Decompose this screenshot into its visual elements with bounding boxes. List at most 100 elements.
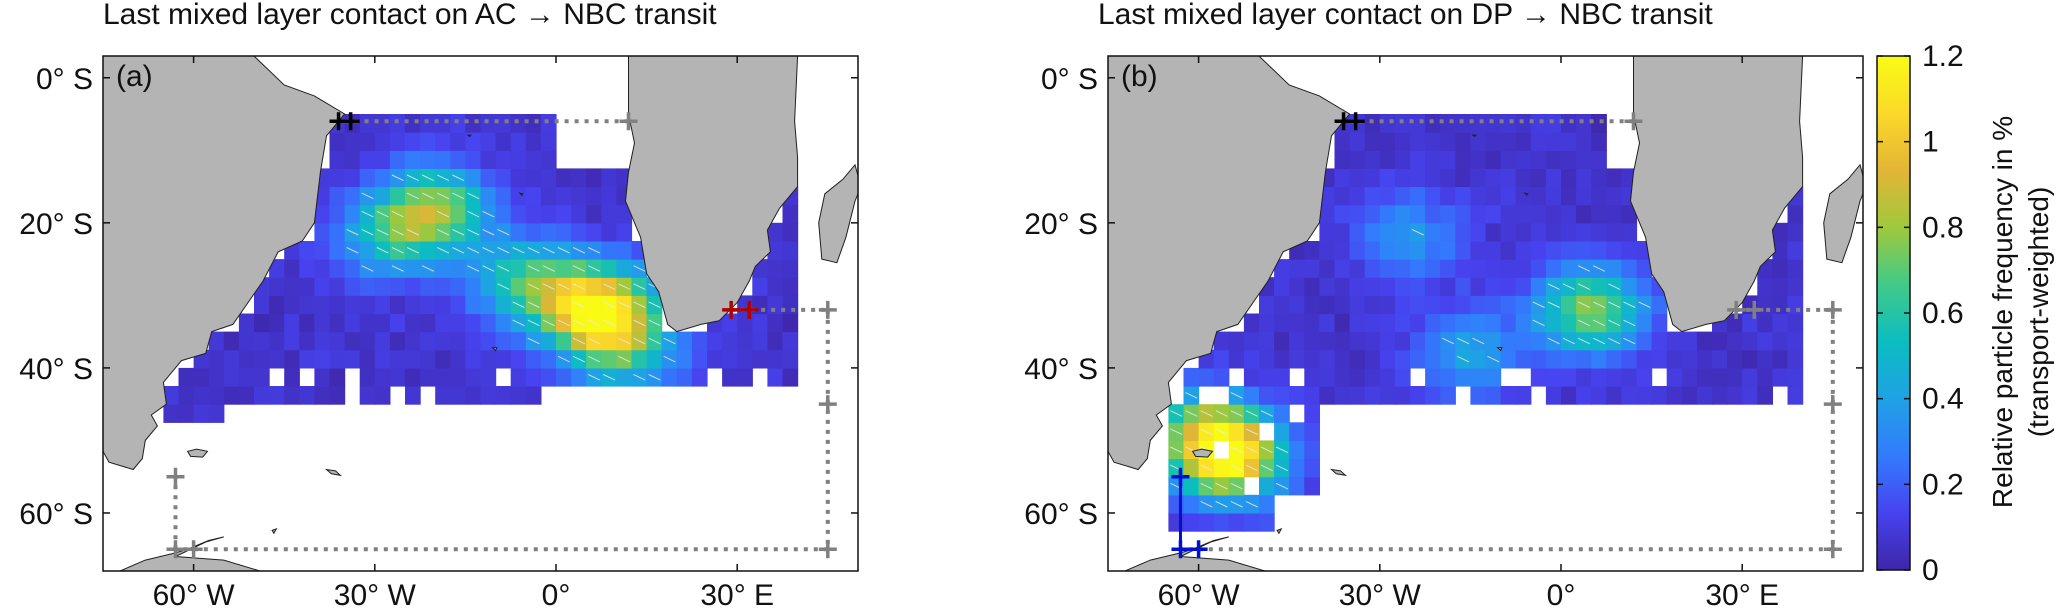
heatmap-cell	[586, 204, 602, 224]
heatmap-cell	[510, 168, 527, 188]
heatmap-cell	[465, 168, 482, 188]
heatmap-cell	[1394, 204, 1411, 224]
heatmap-cell	[1681, 349, 1698, 369]
panel-a-hatching	[346, 174, 676, 381]
heatmap-cell	[1515, 331, 1532, 351]
heatmap-cell	[1349, 349, 1366, 369]
heatmap-cell	[208, 349, 225, 369]
heatmap-cell	[782, 331, 799, 351]
heatmap-cell	[359, 295, 376, 315]
heatmap-cell	[1334, 186, 1351, 206]
heatmap-cell	[359, 277, 376, 296]
heatmap-cell	[1455, 150, 1471, 169]
heatmap-cell	[510, 150, 527, 169]
hatch-mark	[603, 301, 616, 308]
colorbar-label-line2: (transport-weighted)	[2023, 187, 2054, 438]
x-tick-label: 0°	[1547, 579, 1576, 612]
heatmap-cell	[314, 241, 331, 260]
heatmap-cell	[722, 331, 738, 351]
hatch-mark	[1577, 301, 1591, 308]
heatmap-cell	[1243, 313, 1260, 333]
heatmap-cell	[450, 259, 466, 278]
heatmap-cell	[1470, 295, 1487, 315]
panel-b-label: (b)	[1121, 60, 1158, 93]
heatmap-cell	[1561, 367, 1577, 387]
hatch-mark	[633, 265, 646, 272]
heatmap-cell	[450, 150, 466, 169]
heatmap-cell	[329, 150, 346, 169]
heatmap-cell	[1500, 186, 1517, 206]
heatmap-cell	[1410, 150, 1426, 169]
heatmap-cell	[465, 295, 482, 315]
heatmap-cell	[1772, 367, 1789, 387]
panel-a-label: (a)	[116, 60, 153, 93]
heatmap-cell	[405, 313, 421, 333]
heatmap-cell	[1440, 204, 1456, 224]
heatmap-cell	[1243, 367, 1260, 387]
hatch-mark	[527, 337, 540, 345]
east-marker	[1823, 540, 1842, 559]
hatch-mark	[542, 247, 555, 254]
heatmap-cell	[1349, 367, 1366, 387]
heatmap-cell	[480, 349, 497, 369]
hatch-mark	[633, 374, 646, 381]
hatch-mark	[406, 228, 419, 236]
x-tick-label: 30° W	[334, 579, 417, 612]
heatmap-cell	[1410, 349, 1426, 369]
heatmap-cell	[1576, 349, 1592, 369]
heatmap-cell	[1455, 132, 1471, 151]
ac-marker	[1727, 300, 1746, 319]
hatch-mark	[1623, 301, 1636, 308]
heatmap-cell	[1410, 168, 1426, 188]
panel-a-sections	[166, 112, 837, 559]
heatmap-cell	[1455, 295, 1471, 315]
heatmap-cell	[1651, 313, 1668, 333]
heatmap-cell	[556, 259, 572, 278]
heatmap-cell	[510, 367, 527, 387]
heatmap-cell	[1289, 440, 1305, 460]
heatmap-cell	[405, 331, 421, 351]
heatmap-cell	[1259, 476, 1275, 496]
heatmap-cell	[1455, 168, 1471, 188]
heatmap-cell	[1198, 367, 1215, 387]
hatch-mark	[648, 319, 661, 327]
heatmap-cell	[1545, 241, 1562, 260]
hatch-mark	[618, 355, 631, 363]
heatmap-cell	[1319, 241, 1336, 260]
heatmap-cell	[480, 367, 497, 387]
heatmap-cell	[284, 331, 300, 351]
heatmap-cell	[1183, 458, 1200, 478]
heatmap-cell	[420, 241, 436, 260]
heatmap-cell	[1364, 222, 1381, 242]
dp-marker	[166, 467, 185, 486]
x-tick-label: 60° W	[1158, 579, 1241, 612]
heatmap-cell	[299, 386, 315, 405]
heatmap-cell	[344, 186, 361, 206]
hatch-mark	[391, 265, 404, 272]
heatmap-cell	[1500, 259, 1517, 278]
heatmap-cell	[540, 204, 557, 224]
hatch-mark	[648, 337, 661, 345]
heatmap-cell	[782, 277, 799, 296]
heatmap-cell	[495, 168, 512, 188]
heatmap-cell	[556, 331, 572, 351]
heatmap-cell	[495, 349, 512, 369]
heatmap-cell	[1742, 386, 1758, 405]
panel-b-frame	[1107, 55, 1864, 572]
heatmap-cell	[1485, 132, 1502, 151]
heatmap-cell	[1304, 295, 1320, 315]
heatmap-cell	[1289, 349, 1305, 369]
colorbar-tick-label: 0.2	[1922, 468, 1964, 501]
heatmap-cell	[359, 241, 376, 260]
hatch-mark	[1532, 319, 1545, 327]
b-land-island	[1496, 347, 1503, 352]
heatmap-cell	[1561, 222, 1577, 242]
heatmap-cell	[238, 331, 255, 351]
heatmap-cell	[1183, 422, 1200, 441]
heatmap-cell	[1394, 277, 1411, 296]
hatch-mark	[406, 247, 419, 254]
heatmap-cell	[1455, 277, 1471, 296]
heatmap-cell	[1379, 132, 1396, 151]
heatmap-cell	[1379, 150, 1396, 169]
hatch-mark	[572, 337, 586, 345]
